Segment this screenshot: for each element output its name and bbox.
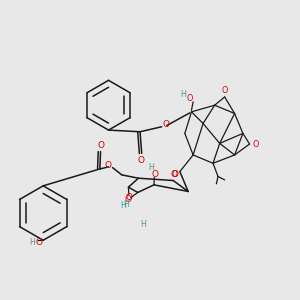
Text: H: H [180,90,186,99]
Text: O: O [221,86,228,95]
Text: O: O [138,156,145,165]
Text: H: H [123,200,129,209]
Text: O: O [125,195,132,204]
Text: O: O [187,94,193,103]
Text: H: H [120,201,126,210]
Text: H: H [30,238,35,247]
Text: O: O [171,170,178,179]
Text: O: O [252,140,259,148]
Text: O: O [152,170,158,179]
Text: H: H [140,220,146,229]
Text: H: H [149,163,155,172]
Text: O: O [171,170,178,179]
Text: O: O [163,120,170,129]
Text: O: O [104,161,111,170]
Text: O: O [98,140,105,149]
Text: O: O [35,238,42,247]
Text: O: O [126,193,133,202]
